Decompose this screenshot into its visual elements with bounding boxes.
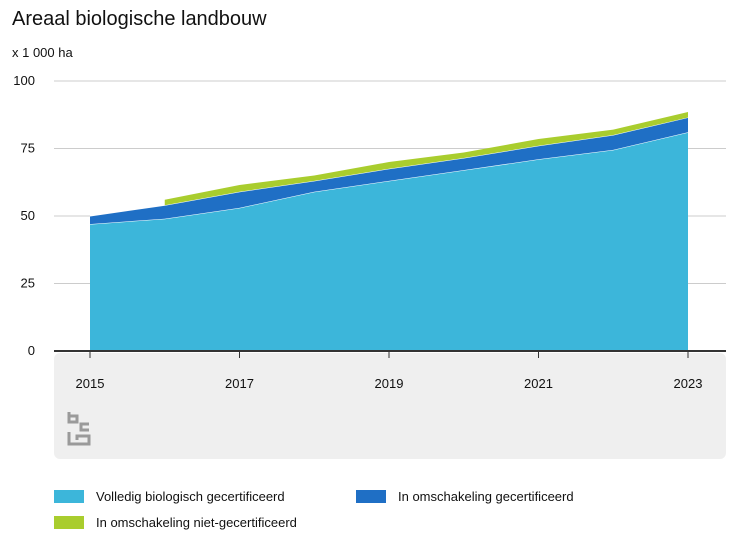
legend-swatch-omschakeling-gecertificeerd — [356, 490, 386, 503]
x-tick-label: 2021 — [524, 376, 553, 391]
y-tick-label: 0 — [28, 343, 35, 358]
legend-label-volledig: Volledig biologisch gecertificeerd — [96, 489, 285, 504]
area-series-2 — [90, 117, 688, 225]
x-tick-label: 2017 — [225, 376, 254, 391]
y-unit-label: x 1 000 ha — [12, 45, 73, 60]
area-layer — [89, 112, 689, 351]
legend-swatch-volledig — [54, 490, 84, 503]
legend-swatch-omschakeling-niet-gecertificeerd — [54, 516, 84, 529]
legend-label-omschakeling-gecertificeerd: In omschakeling gecertificeerd — [398, 489, 574, 504]
x-tick-label: 2023 — [674, 376, 703, 391]
y-tick-label: 75 — [21, 141, 35, 156]
x-axis-background — [54, 353, 726, 459]
chart-title: Areaal biologische landbouw — [12, 8, 267, 30]
area-series-1 — [90, 132, 688, 351]
area-series-3 — [164, 112, 688, 206]
legend-item-volledig: Volledig biologisch gecertificeerd — [54, 489, 285, 504]
y-tick-label: 50 — [21, 208, 35, 223]
legend-label-omschakeling-niet-gecertificeerd: In omschakeling niet-gecertificeerd — [96, 515, 297, 530]
y-tick-label: 25 — [21, 276, 35, 291]
y-tick-label: 100 — [13, 73, 35, 88]
axis-layer: 0 25 50 75 100 2015 2017 2019 2021 2023 — [13, 73, 726, 391]
cbs-logo-icon — [66, 410, 92, 451]
legend-item-omschakeling-gecertificeerd: In omschakeling gecertificeerd — [356, 489, 574, 504]
x-tick-label: 2019 — [375, 376, 404, 391]
x-axis-panel — [54, 353, 726, 459]
legend-item-omschakeling-niet-gecertificeerd: In omschakeling niet-gecertificeerd — [54, 515, 297, 530]
x-tick-label: 2015 — [76, 376, 105, 391]
